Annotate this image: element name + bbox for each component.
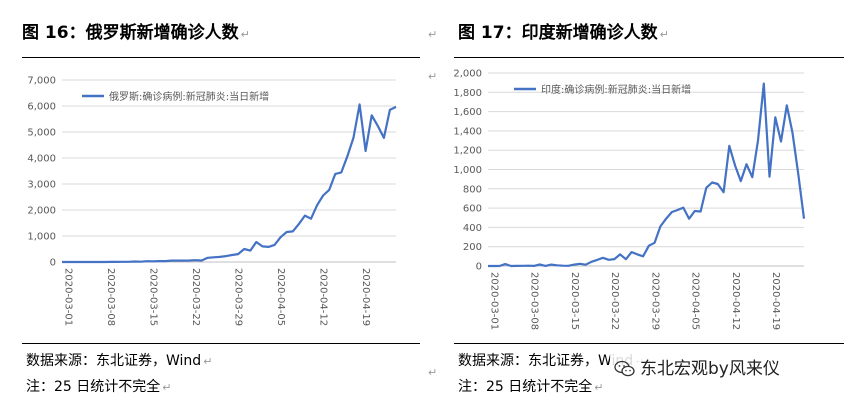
x-tick-label: 2020-04-19 bbox=[770, 272, 781, 330]
y-tick-label: 4,000 bbox=[27, 154, 56, 165]
divider bbox=[22, 343, 420, 344]
y-tick-label: 1,600 bbox=[453, 107, 482, 118]
x-tick-label: 2020-03-01 bbox=[489, 272, 500, 330]
note: 注：25 日统计不完全 ↵ bbox=[26, 379, 172, 395]
y-tick-label: 0 bbox=[476, 262, 482, 273]
chart-panel-russia: 图 16：俄罗斯新增确诊人数 ↵ 0 1,000 2,000 3,000 4,000 5,0… bbox=[22, 23, 420, 395]
line-chart-russia: 0 1,000 2,000 3,000 4,000 5,000 6,000 7,000 2020… bbox=[27, 76, 397, 326]
y-tick-label: 1,000 bbox=[453, 165, 482, 176]
x-tick-label: 2020-04-19 bbox=[360, 268, 371, 326]
y-tick-label: 3,000 bbox=[27, 180, 56, 191]
return-mark: ↵ bbox=[428, 70, 438, 83]
series-line bbox=[488, 82, 806, 268]
y-tick-label: 2,000 bbox=[27, 206, 56, 217]
y-tick-label: 1,000 bbox=[27, 232, 56, 243]
x-tick-label: 2020-03-15 bbox=[148, 268, 159, 326]
data-source: 数据来源：东北证券，Wind↵ bbox=[26, 353, 213, 369]
x-tick-label: 2020-03-01 bbox=[63, 268, 74, 326]
divider bbox=[22, 57, 420, 58]
y-tick-label: 0 bbox=[50, 258, 56, 269]
y-tick-label: 400 bbox=[463, 223, 482, 234]
y-tick-label: 5,000 bbox=[27, 128, 56, 139]
y-tick-label: 800 bbox=[463, 184, 482, 195]
y-tick-label: 1,800 bbox=[453, 88, 482, 99]
chart-title: 图 16：俄罗斯新增确诊人数 ↵ bbox=[22, 23, 250, 43]
x-tick-label: 2020-04-12 bbox=[318, 268, 329, 326]
x-tick-label: 2020-04-12 bbox=[730, 272, 741, 330]
x-tick-label: 2020-03-29 bbox=[233, 268, 244, 326]
line-chart-india: 0 200 400 600 800 1,000 1,200 1,400 1,600 1,800 2,… bbox=[453, 69, 806, 330]
y-tick-label: 2,000 bbox=[453, 69, 482, 80]
series-line bbox=[62, 103, 397, 264]
note: 注：25 日统计不完全 ↵ bbox=[458, 379, 604, 395]
return-mark: ↵ bbox=[428, 28, 438, 41]
wechat-icon bbox=[614, 360, 635, 377]
divider bbox=[454, 57, 844, 58]
y-tick-label: 600 bbox=[463, 204, 482, 215]
chart-panel-india: 图 17：印度新增确诊人数 ↵ 0 200 400 600 800 1,000 1,200 1,… bbox=[428, 0, 849, 407]
chart-title: 图 17：印度新增确诊人数 ↵ bbox=[458, 23, 669, 43]
x-tick-label: 2020-03-15 bbox=[569, 272, 580, 330]
y-tick-label: 7,000 bbox=[27, 76, 56, 87]
x-tick-label: 2020-03-08 bbox=[529, 272, 540, 330]
legend-label: 印度:确诊病例:新冠肺炎:当日新增 bbox=[541, 83, 691, 96]
x-tick-label: 2020-04-05 bbox=[275, 268, 286, 326]
x-tick-label: 2020-03-22 bbox=[609, 272, 620, 330]
x-tick-label: 2020-03-22 bbox=[190, 268, 201, 326]
x-tick-label: 2020-03-08 bbox=[105, 268, 116, 326]
watermark: 东北宏观by风来仪 bbox=[610, 354, 784, 379]
y-tick-label: 1,400 bbox=[453, 126, 482, 137]
x-tick-label: 2020-03-29 bbox=[649, 272, 660, 330]
legend-label: 俄罗斯:确诊病例:新冠肺炎:当日新增 bbox=[109, 90, 269, 103]
y-tick-label: 200 bbox=[463, 242, 482, 253]
divider bbox=[454, 343, 844, 344]
x-tick-label: 2020-04-05 bbox=[690, 272, 701, 330]
y-tick-label: 1,200 bbox=[453, 146, 482, 157]
return-mark: ↵ bbox=[428, 366, 438, 379]
y-tick-label: 6,000 bbox=[27, 102, 56, 113]
